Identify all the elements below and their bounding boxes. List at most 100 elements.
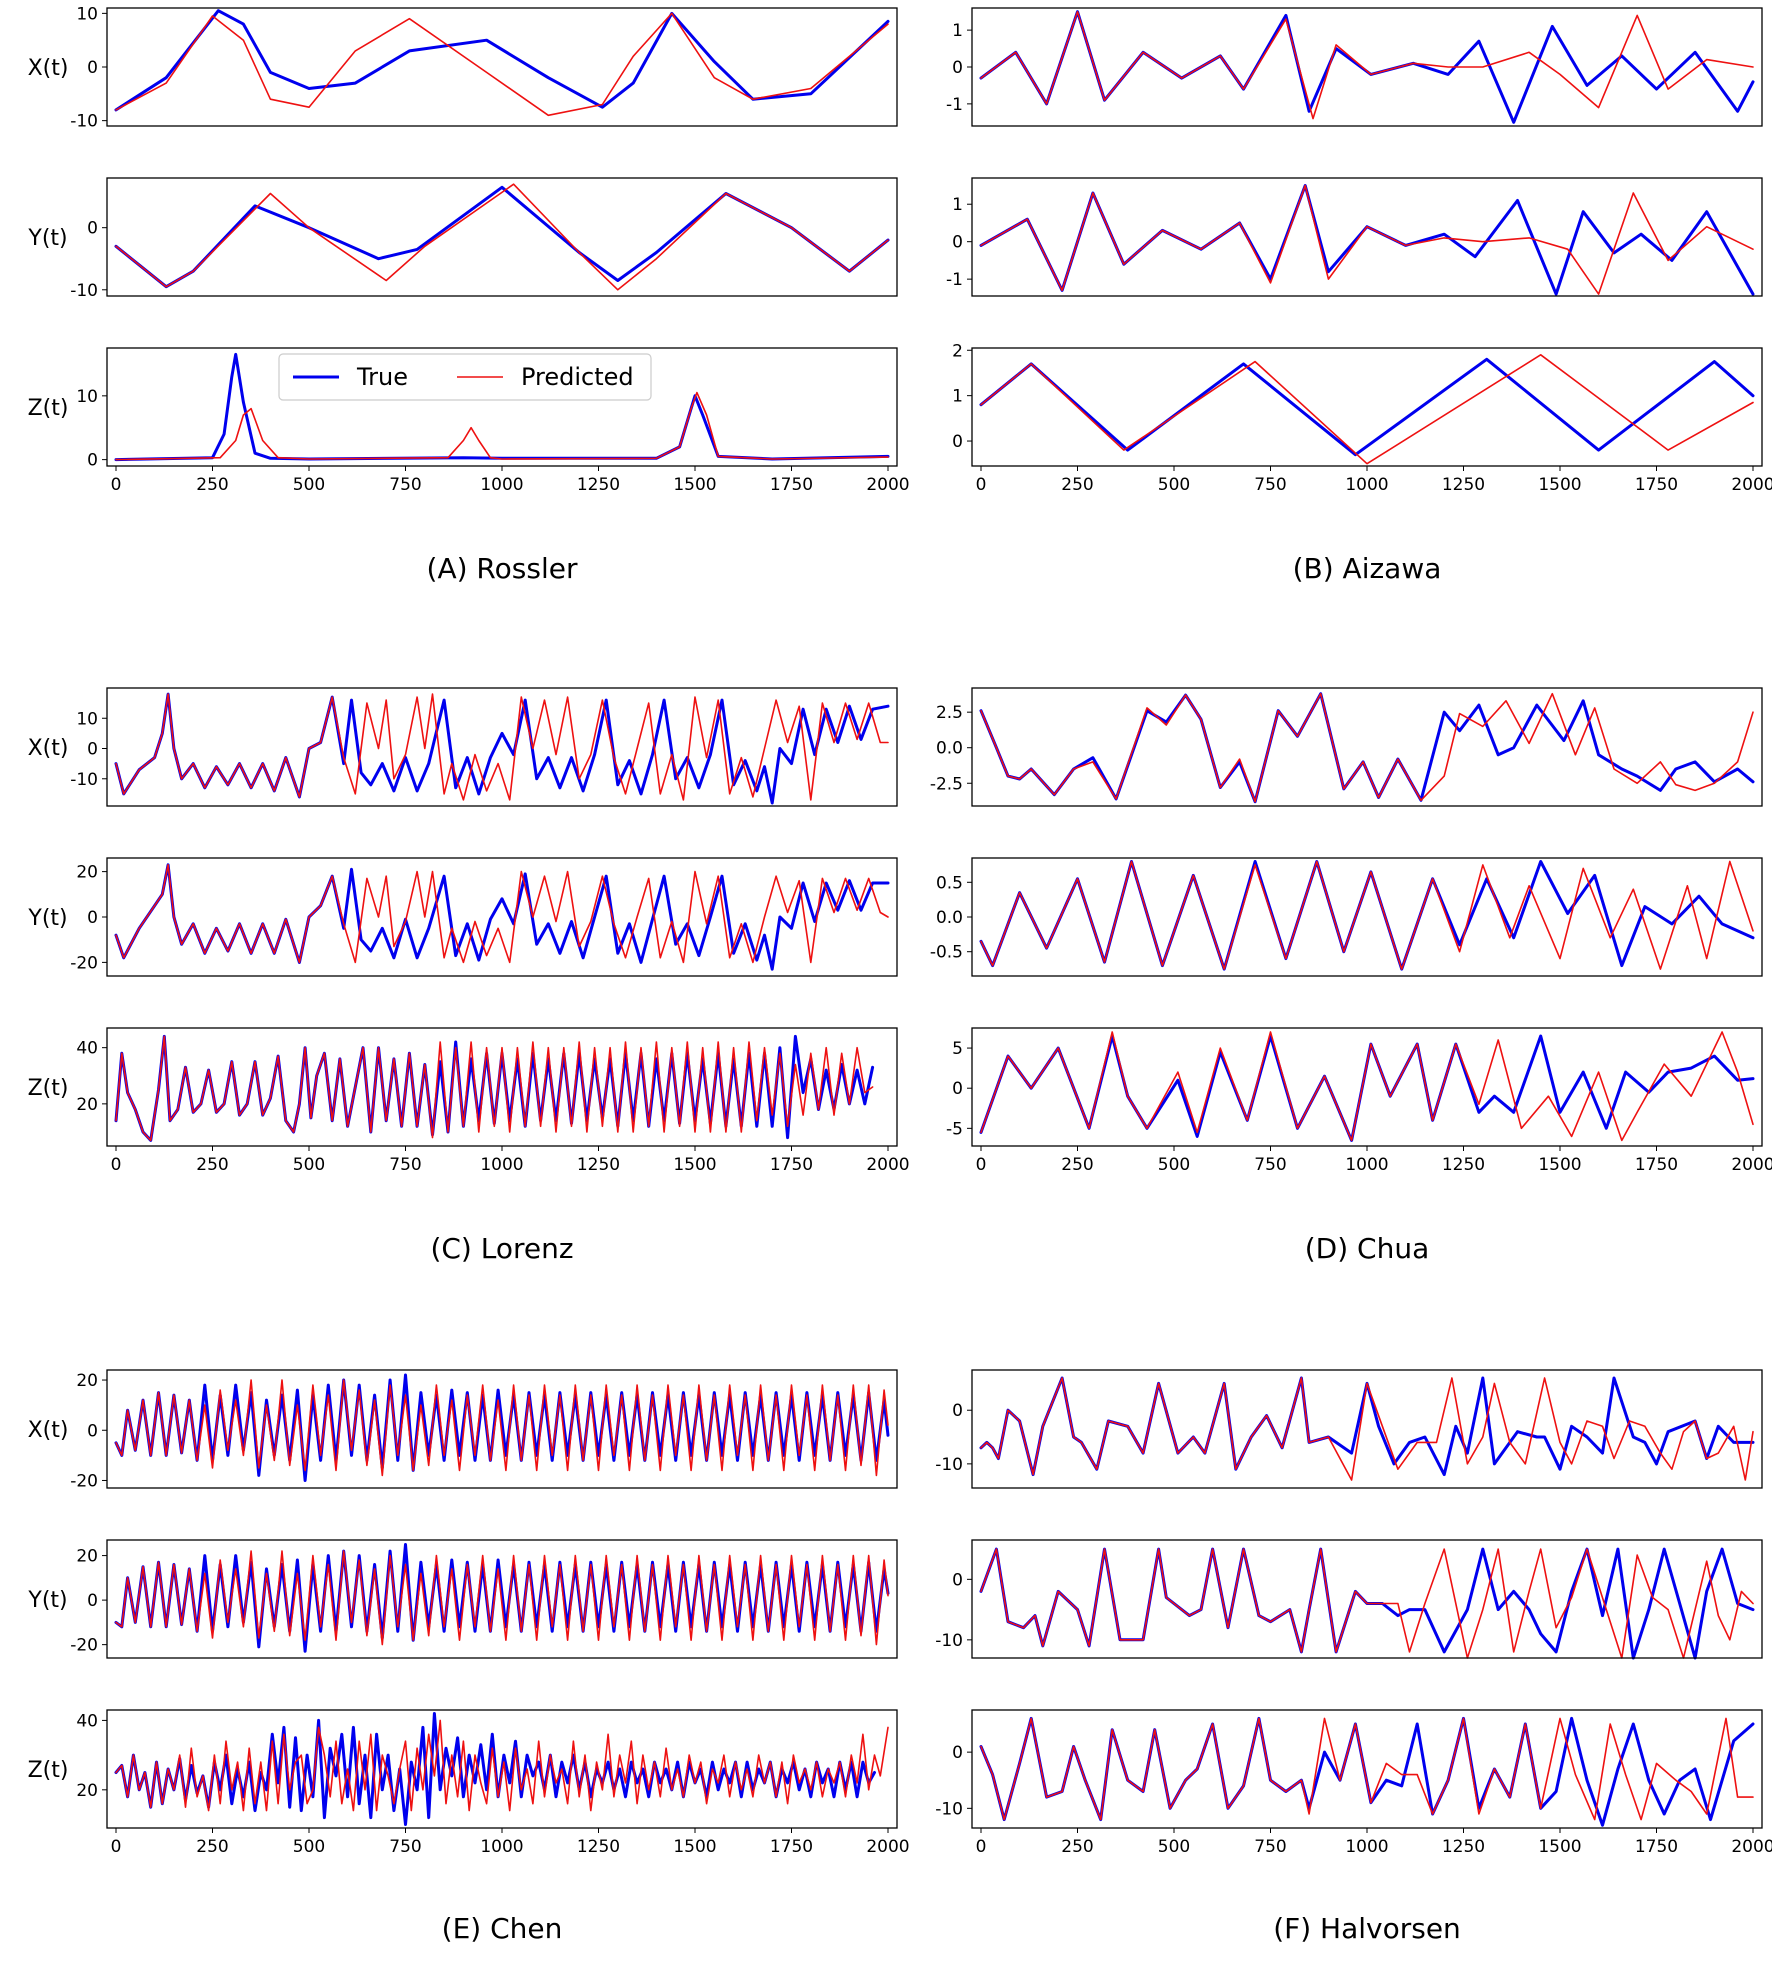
subplot-a-2: Y(t) -10 0 bbox=[27, 177, 898, 301]
axes-frame bbox=[106, 1539, 898, 1659]
y-axis-label: X(t) bbox=[28, 1418, 69, 1443]
y-tick-label: 0 bbox=[952, 1079, 963, 1099]
y-tick-label: -2.5 bbox=[930, 774, 963, 794]
x-tick-label: 2000 bbox=[1731, 1155, 1772, 1175]
x-tick-label: 0 bbox=[976, 1837, 987, 1857]
y-tick-label: -10 bbox=[70, 770, 98, 790]
x-tick-label: 1250 bbox=[577, 475, 620, 495]
subplot-c-3: Z(t) 20 40 0 250 500 750 1000 1250 1500 1750 2000 bbox=[28, 1027, 910, 1175]
axes-frame bbox=[971, 857, 1763, 977]
subplot-f-1: -10 0 bbox=[935, 1369, 1763, 1489]
panel-c: X(t)-10 0 10 Y(t) -20 0 20 Z(t) 20 40 0 250 500 750 10… bbox=[27, 687, 910, 1265]
axes-frame bbox=[106, 1027, 898, 1147]
axes-frame bbox=[106, 1369, 898, 1489]
x-tick-label: 2000 bbox=[866, 1155, 909, 1175]
x-tick-label: 1750 bbox=[1635, 475, 1678, 495]
y-tick-label: 0 bbox=[87, 908, 98, 928]
subplot-b-1: -1 0 1 bbox=[946, 7, 1763, 127]
series-line-predicted bbox=[115, 183, 889, 291]
y-tick-label: -10 bbox=[70, 281, 98, 301]
x-tick-label: 0 bbox=[976, 475, 987, 495]
x-tick-label: 1500 bbox=[1538, 1155, 1581, 1175]
axes-frame bbox=[971, 177, 1763, 297]
panel-caption: (E) Chen bbox=[442, 1912, 563, 1945]
y-tick-label: 10 bbox=[76, 4, 98, 24]
y-tick-label: 0 bbox=[952, 1743, 963, 1763]
subplot-c-1: X(t)-10 0 10 bbox=[28, 687, 898, 807]
x-tick-label: 750 bbox=[389, 475, 421, 495]
y-tick-label: 0 bbox=[952, 58, 963, 78]
series-line-true bbox=[114, 9, 890, 112]
axes-frame bbox=[971, 347, 1763, 467]
x-tick-label: 1500 bbox=[1538, 1837, 1581, 1857]
subplot-b-2: -1 0 1 bbox=[946, 177, 1763, 297]
y-tick-label: 0 bbox=[87, 219, 98, 239]
x-tick-label: 1000 bbox=[1345, 475, 1388, 495]
x-tick-label: 1750 bbox=[1635, 1155, 1678, 1175]
x-tick-label: 2000 bbox=[866, 1837, 909, 1857]
panel-caption: (C) Lorenz bbox=[430, 1232, 573, 1265]
x-tick-label: 1000 bbox=[480, 475, 523, 495]
subplot-d-1: -2.5 0.0 2.5 bbox=[930, 687, 1763, 807]
y-tick-label: 5 bbox=[952, 1039, 963, 1059]
y-tick-label: 0 bbox=[87, 58, 98, 78]
y-tick-label: 2 bbox=[952, 341, 963, 361]
y-tick-label: -10 bbox=[70, 112, 98, 132]
series-line-true bbox=[114, 1373, 890, 1482]
x-tick-label: 1500 bbox=[1538, 475, 1581, 495]
subplot-f-3: -10 0 0 250 500 750 1000 1250 1500 1750 2000 bbox=[935, 1709, 1772, 1857]
series-line-true bbox=[979, 860, 1755, 971]
axes-frame bbox=[971, 1539, 1763, 1659]
y-axis-label: Y(t) bbox=[27, 1588, 67, 1613]
x-tick-label: 1500 bbox=[673, 1837, 716, 1857]
series-line-predicted bbox=[980, 1548, 1754, 1659]
y-tick-label: 40 bbox=[76, 1039, 98, 1059]
panel-b: -1 0 1 -1 0 1 0 1 2 0 250 500 750 1000 1250 1500 1750 200… bbox=[946, 7, 1772, 585]
x-tick-label: 500 bbox=[293, 475, 325, 495]
x-tick-label: 1250 bbox=[577, 1155, 620, 1175]
axes-frame bbox=[971, 1369, 1763, 1489]
y-tick-label: 1 bbox=[952, 195, 963, 215]
x-tick-label: 1750 bbox=[770, 1837, 813, 1857]
y-tick-label: -20 bbox=[70, 1471, 98, 1491]
y-tick-label: -1 bbox=[946, 95, 963, 115]
x-tick-label: 2000 bbox=[1731, 475, 1772, 495]
x-tick-label: 0 bbox=[111, 1837, 122, 1857]
x-tick-label: 750 bbox=[1254, 1155, 1286, 1175]
y-tick-label: -20 bbox=[70, 953, 98, 973]
y-axis-label: Y(t) bbox=[27, 226, 67, 251]
subplot-a-1: X(t) -10 0 10 bbox=[28, 4, 898, 132]
x-tick-label: 500 bbox=[293, 1837, 325, 1857]
y-tick-label: 0 bbox=[952, 233, 963, 253]
y-tick-label: 10 bbox=[76, 387, 98, 407]
subplot-d-2: -0.5 0.0 0.5 bbox=[930, 857, 1763, 977]
axes-frame bbox=[106, 857, 898, 977]
x-tick-label: 250 bbox=[1061, 1837, 1093, 1857]
axes-frame bbox=[971, 7, 1763, 127]
x-tick-label: 750 bbox=[389, 1155, 421, 1175]
y-tick-label: 0 bbox=[87, 740, 98, 760]
x-tick-label: 1250 bbox=[1442, 475, 1485, 495]
y-tick-label: 20 bbox=[76, 1095, 98, 1115]
y-axis-label: Z(t) bbox=[28, 1758, 69, 1783]
series-line-true bbox=[114, 185, 890, 289]
y-tick-label: 20 bbox=[76, 1781, 98, 1801]
x-tick-label: 750 bbox=[389, 1837, 421, 1857]
series-line-true bbox=[979, 1034, 1755, 1142]
y-tick-label: 0 bbox=[87, 1591, 98, 1611]
y-tick-label: 2.5 bbox=[936, 703, 963, 723]
y-tick-label: 0 bbox=[952, 1570, 963, 1590]
series-line-predicted bbox=[115, 1719, 889, 1812]
subplot-f-2: -10 0 bbox=[935, 1539, 1763, 1660]
y-axis-label: X(t) bbox=[28, 736, 69, 761]
y-tick-label: 20 bbox=[76, 1547, 98, 1567]
x-tick-label: 250 bbox=[196, 475, 228, 495]
x-tick-label: 1000 bbox=[480, 1837, 523, 1857]
series-line-predicted bbox=[115, 693, 889, 801]
legend: True Predicted bbox=[278, 353, 652, 401]
x-tick-label: 250 bbox=[196, 1155, 228, 1175]
x-tick-label: 1250 bbox=[577, 1837, 620, 1857]
series-line-predicted bbox=[980, 1031, 1754, 1142]
series-line-predicted bbox=[115, 863, 889, 964]
